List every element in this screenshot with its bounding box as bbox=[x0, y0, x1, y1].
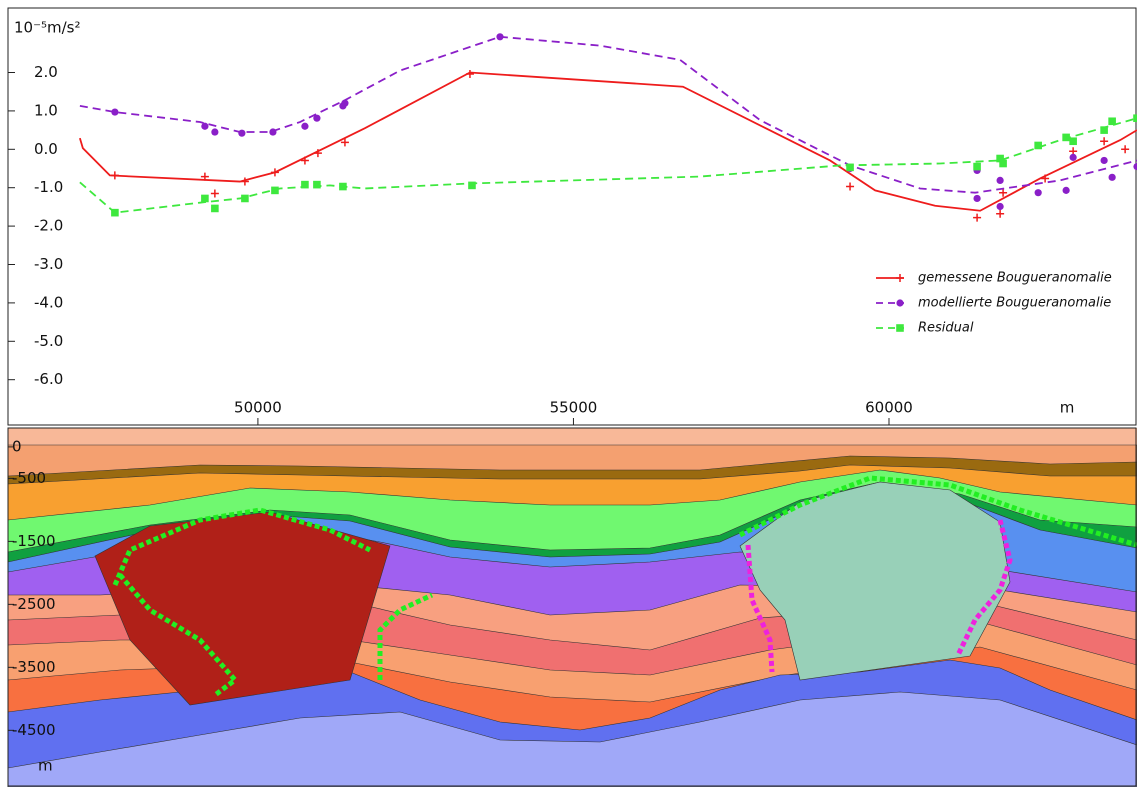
marker bbox=[846, 163, 854, 172]
y-tick-label: -1500 bbox=[12, 532, 56, 550]
well-trace bbox=[112, 507, 372, 586]
series-line bbox=[79, 117, 1137, 214]
marker bbox=[211, 204, 219, 213]
marker bbox=[1100, 156, 1108, 165]
marker bbox=[1133, 114, 1137, 123]
marker bbox=[300, 156, 309, 165]
y-tick-label: 0.0 bbox=[34, 140, 58, 158]
series-line bbox=[79, 71, 1137, 212]
y-tick-label: -3.0 bbox=[34, 255, 63, 273]
marker bbox=[973, 213, 982, 222]
marker bbox=[341, 99, 349, 107]
marker bbox=[211, 128, 219, 136]
marker bbox=[339, 182, 347, 191]
marker bbox=[1069, 137, 1077, 146]
marker bbox=[973, 162, 981, 171]
y-tick-label: 2.0 bbox=[34, 63, 58, 81]
legend-label: gemessene Bougueranomalie bbox=[918, 271, 1112, 286]
well-trace bbox=[745, 544, 775, 673]
bottom-panel bbox=[7, 427, 1137, 787]
well-trace bbox=[118, 573, 239, 697]
y-tick-label: -5.0 bbox=[34, 332, 63, 350]
y-tick-label: -3500 bbox=[12, 658, 56, 676]
marker bbox=[1069, 153, 1077, 161]
marker bbox=[996, 209, 1005, 218]
marker bbox=[240, 177, 249, 186]
marker bbox=[111, 108, 119, 116]
marker bbox=[1100, 126, 1108, 134]
y-axis-label: 10⁻⁵m/s² bbox=[14, 19, 81, 37]
intrusion bbox=[94, 511, 391, 706]
marker bbox=[1034, 189, 1042, 197]
marker bbox=[999, 188, 1008, 197]
marker bbox=[269, 128, 277, 136]
marker bbox=[301, 122, 309, 130]
well-trace bbox=[377, 592, 434, 680]
x-tick-label: 60000 bbox=[865, 399, 913, 417]
y-tick-label: 1.0 bbox=[34, 101, 58, 119]
marker bbox=[996, 176, 1004, 185]
legend-label: modellierte Bougueranomalie bbox=[918, 296, 1111, 311]
marker bbox=[1062, 186, 1070, 194]
well-trace bbox=[955, 519, 1013, 657]
y-tick-label: -1.0 bbox=[34, 178, 63, 196]
dome bbox=[739, 481, 1011, 681]
marker bbox=[465, 70, 474, 79]
marker bbox=[313, 180, 321, 189]
marker bbox=[999, 159, 1007, 168]
marker bbox=[846, 182, 855, 191]
legend-marker bbox=[896, 299, 904, 307]
y-tick-label: -2.0 bbox=[34, 217, 63, 235]
y-tick-label: -2500 bbox=[12, 595, 56, 613]
marker bbox=[496, 33, 504, 41]
marker bbox=[1108, 173, 1116, 181]
marker bbox=[468, 181, 476, 190]
x-tick-label: 55000 bbox=[550, 399, 598, 417]
marker bbox=[238, 129, 246, 137]
marker bbox=[1062, 133, 1070, 142]
marker bbox=[1041, 174, 1050, 183]
legend-label: Residual bbox=[918, 321, 974, 336]
x-axis-unit: m bbox=[1060, 399, 1075, 417]
top-panel bbox=[7, 7, 1137, 426]
marker bbox=[200, 172, 209, 181]
y-tick-label: -6.0 bbox=[34, 370, 63, 388]
marker bbox=[1108, 117, 1116, 126]
marker bbox=[210, 189, 219, 198]
depth-unit: m bbox=[38, 757, 53, 775]
marker bbox=[973, 194, 981, 203]
geology-section bbox=[7, 427, 1137, 787]
marker bbox=[201, 122, 209, 130]
marker bbox=[201, 194, 209, 203]
marker bbox=[111, 208, 119, 217]
marker bbox=[1100, 137, 1109, 146]
y-tick-label: -4500 bbox=[12, 721, 56, 739]
marker bbox=[301, 180, 309, 189]
x-tick-label: 50000 bbox=[234, 399, 282, 417]
marker bbox=[110, 171, 119, 180]
legend-marker bbox=[896, 324, 904, 332]
marker bbox=[340, 138, 349, 147]
y-tick-label: 0 bbox=[12, 437, 22, 455]
marker bbox=[271, 186, 279, 195]
marker bbox=[1121, 145, 1130, 154]
marker bbox=[270, 168, 279, 177]
marker bbox=[313, 114, 321, 122]
y-tick-label: -500 bbox=[12, 469, 46, 487]
marker bbox=[313, 149, 322, 158]
plot-area bbox=[79, 33, 1137, 222]
y-tick-label: -4.0 bbox=[34, 293, 63, 311]
marker bbox=[1133, 162, 1137, 171]
marker bbox=[241, 194, 249, 203]
legend-marker bbox=[896, 274, 904, 282]
layer bbox=[7, 691, 1137, 787]
marker bbox=[996, 202, 1004, 211]
marker bbox=[1034, 141, 1042, 150]
marker bbox=[996, 154, 1004, 163]
